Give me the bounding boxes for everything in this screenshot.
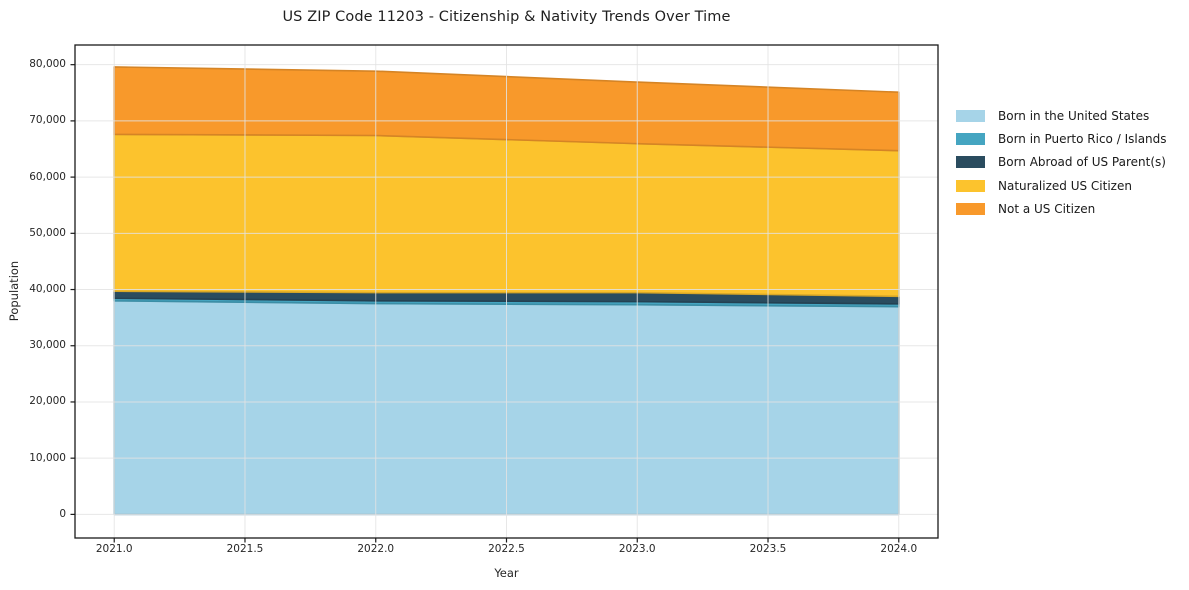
y-tick-label: 10,000 — [29, 451, 66, 464]
y-tick-label: 70,000 — [29, 114, 66, 127]
chart-title: US ZIP Code 11203 - Citizenship & Nativi… — [282, 9, 731, 25]
legend-item: Born in the United States — [956, 104, 1167, 127]
legend-label: Naturalized US Citizen — [998, 178, 1132, 193]
chart-legend: Born in the United States Born in Puerto … — [956, 104, 1167, 221]
legend-swatch — [956, 179, 985, 192]
legend-item: Born Abroad of US Parent(s) — [956, 151, 1167, 174]
y-tick-label: 40,000 — [29, 283, 66, 296]
x-tick-label: 2021.0 — [95, 543, 133, 555]
x-axis-label: Year — [494, 566, 519, 580]
y-tick-label: 60,000 — [29, 170, 66, 183]
legend-label: Born in Puerto Rico / Islands — [998, 132, 1167, 147]
x-tick-label: 2023.5 — [749, 543, 787, 555]
legend-item: Naturalized US Citizen — [956, 174, 1167, 197]
x-tick-label: 2021.5 — [226, 543, 264, 555]
x-tick-label: 2023.0 — [618, 543, 656, 555]
y-tick-label: 80,000 — [29, 58, 66, 71]
x-tick-label: 2024.0 — [880, 543, 918, 555]
x-tick-label: 2022.5 — [488, 543, 525, 555]
legend-label: Born in the United States — [998, 108, 1150, 123]
legend-swatch — [956, 203, 985, 216]
legend-swatch — [956, 156, 985, 169]
legend-item: Not a US Citizen — [956, 198, 1167, 221]
y-tick-label: 50,000 — [29, 226, 66, 239]
y-tick-label: 0 — [59, 507, 66, 520]
legend-item: Born in Puerto Rico / Islands — [956, 127, 1167, 150]
legend-swatch — [956, 109, 985, 122]
x-tick-label: 2022.0 — [357, 543, 395, 555]
legend-label: Born Abroad of US Parent(s) — [998, 155, 1166, 170]
y-tick-label: 20,000 — [29, 395, 66, 408]
legend-swatch — [956, 133, 985, 146]
y-tick-label: 30,000 — [29, 339, 66, 352]
legend-label: Not a US Citizen — [998, 202, 1096, 217]
